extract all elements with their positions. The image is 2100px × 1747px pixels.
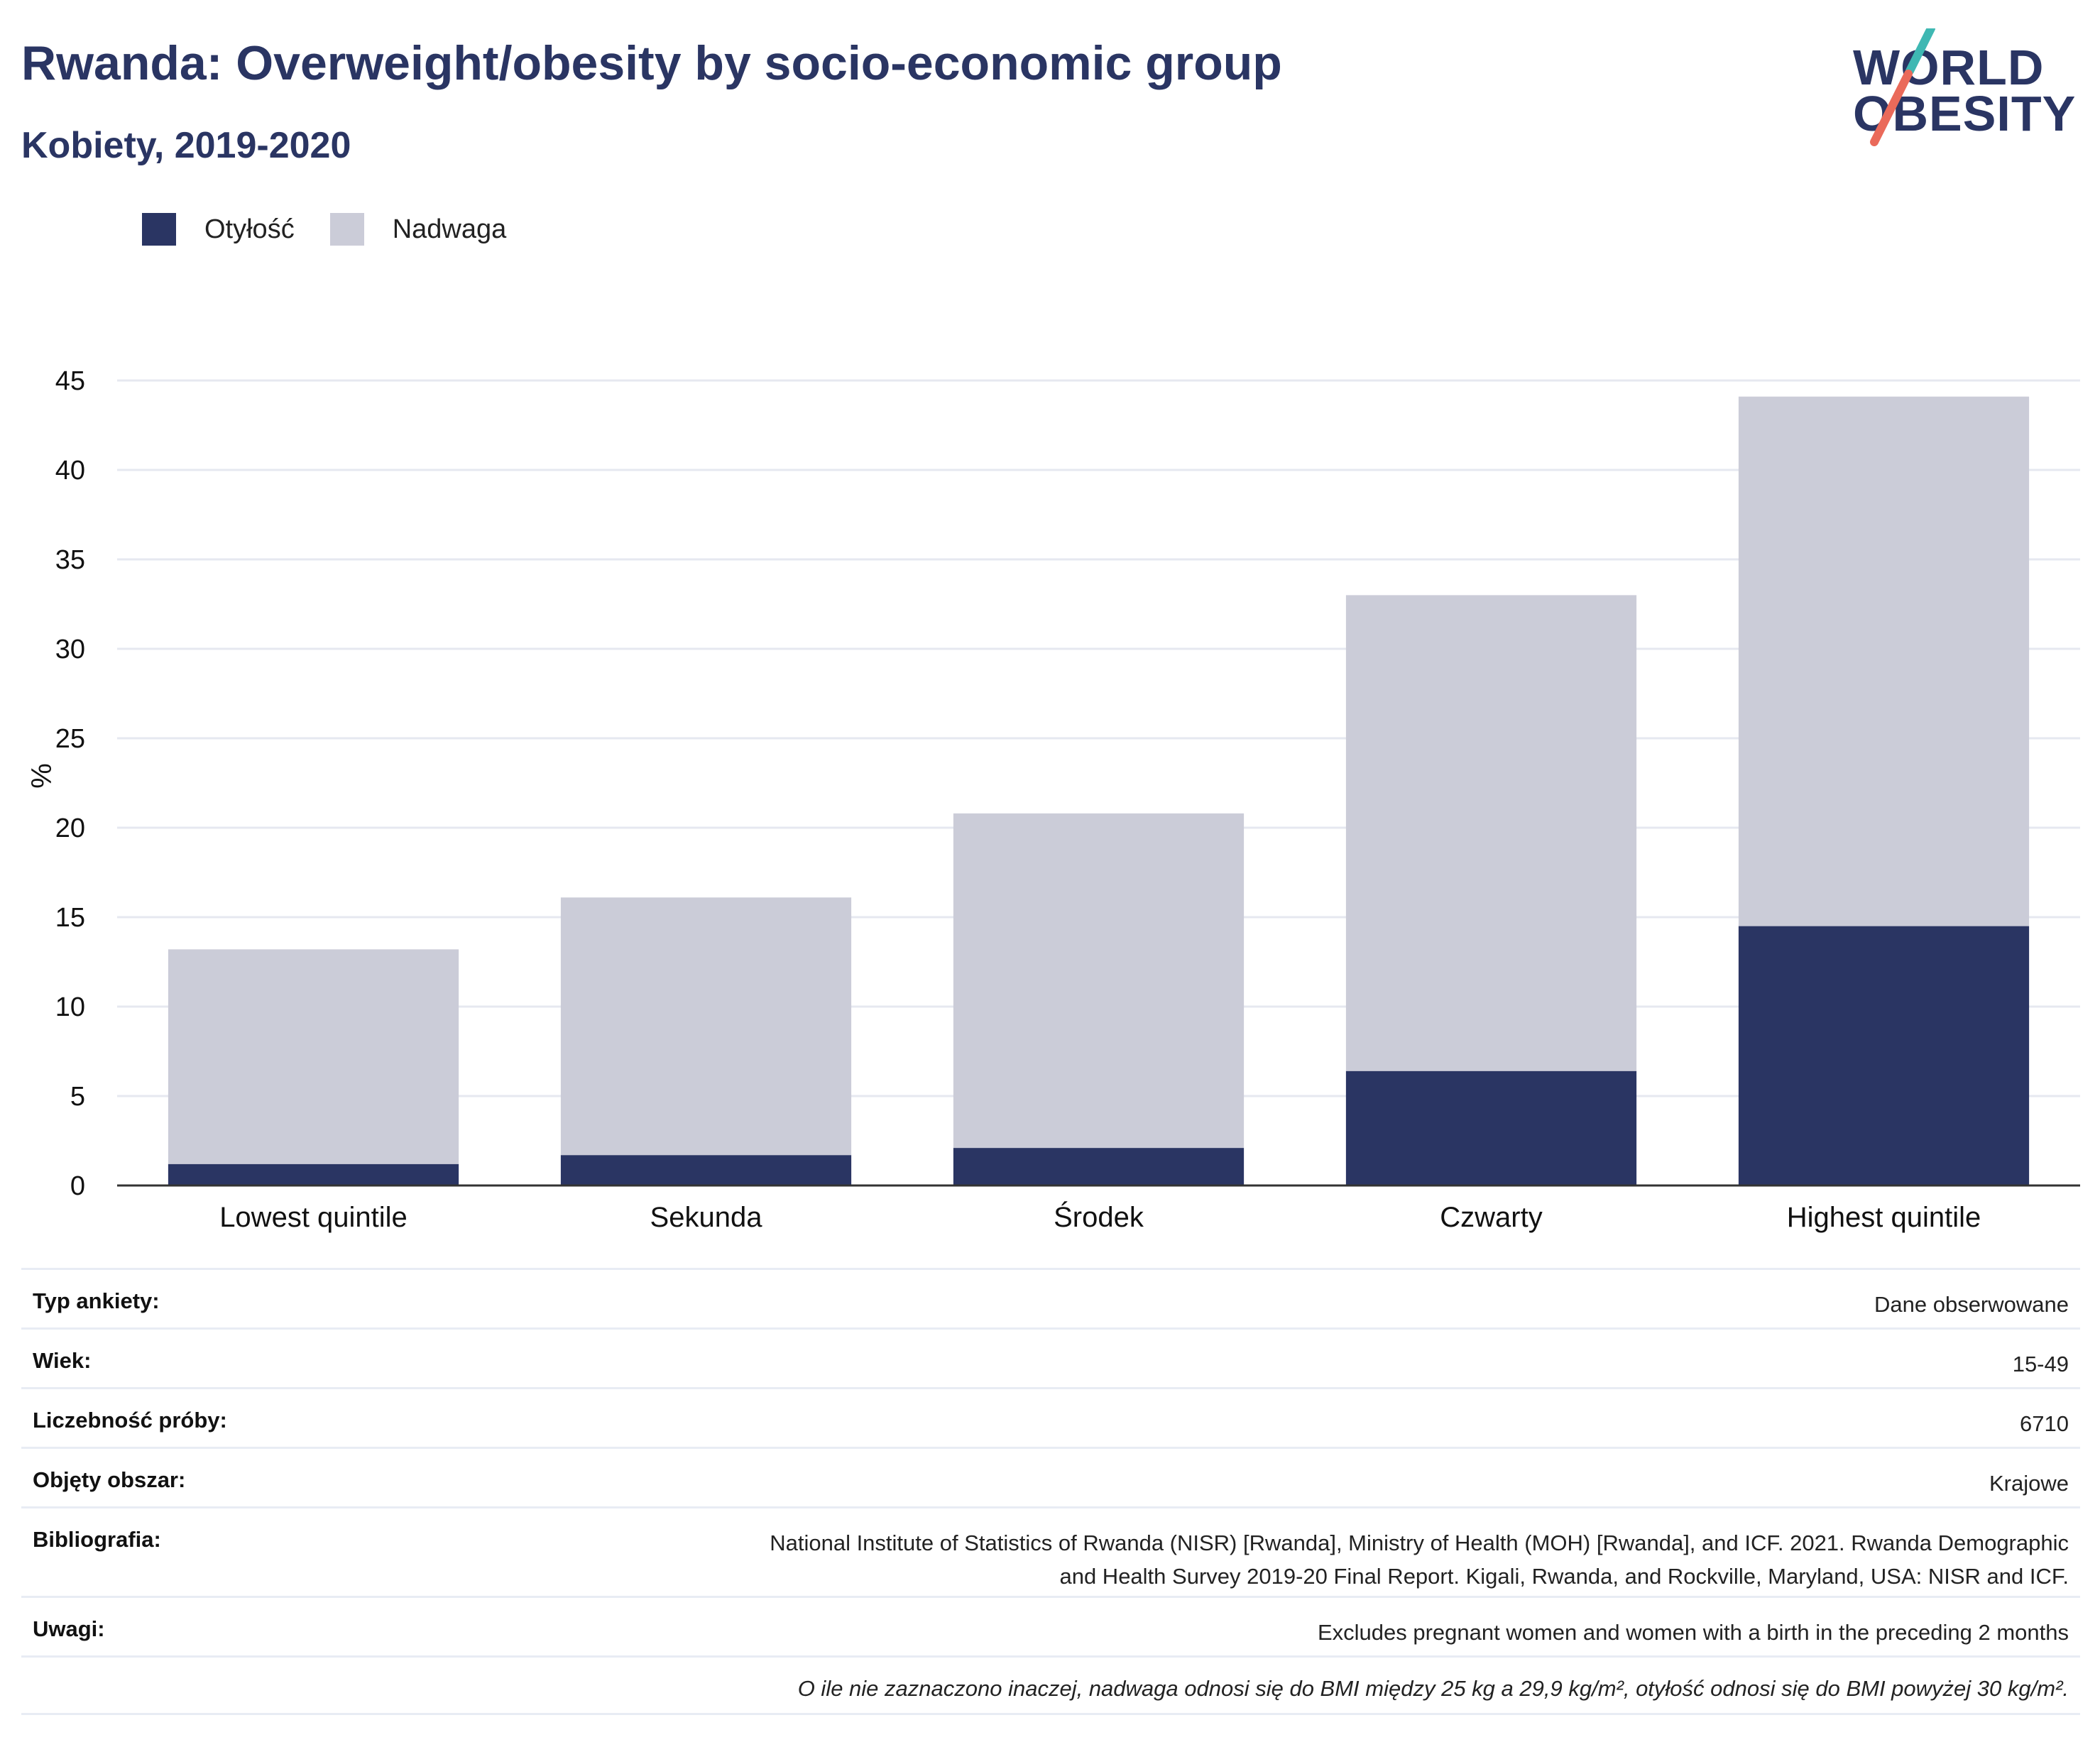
bar-obesity[interactable] [168, 1163, 459, 1185]
bar-overweight[interactable] [560, 897, 852, 1156]
legend-swatch-obesity [142, 213, 176, 246]
x-axis-ticks: Lowest quintile Sekunda Środek Czwarty Highe… [219, 1200, 1981, 1233]
meta-value-area-covered: Krajowe [1989, 1471, 2069, 1496]
chart-legend: Otyłość Nadwaga [142, 213, 542, 246]
x-tick-label: Czwarty [1440, 1202, 1542, 1233]
y-tick-label: 25 [55, 724, 85, 754]
meta-row-definition-note: O ile nie zaznaczono inaczej, nadwaga od… [21, 1655, 2080, 1715]
meta-value-sample-size: 6710 [2020, 1411, 2069, 1436]
y-tick-label: 15 [55, 903, 85, 933]
meta-value-survey-type: Dane obserwowane [1874, 1292, 2069, 1317]
chart-subtitle: Kobiety, 2019-2020 [21, 125, 351, 166]
bar-overweight[interactable] [168, 949, 459, 1164]
x-tick-label: Sekunda [650, 1202, 763, 1233]
logo-text-world: WORLD [1853, 40, 2045, 95]
meta-key-area-covered: Objęty obszar: [33, 1467, 186, 1492]
meta-value-bibliography: National Institute of Statistics of Rwan… [770, 1527, 2069, 1593]
meta-key-sample-size: Liczebność próby: [33, 1408, 227, 1433]
y-tick-label: 35 [55, 545, 85, 575]
bars [168, 396, 2030, 1185]
legend-swatch-overweight [329, 213, 364, 246]
y-tick-label: 40 [55, 456, 85, 486]
meta-value-bibliography-line2: and Health Survey 2019-20 Final Report. … [1059, 1563, 2069, 1589]
x-tick-label: Highest quintile [1787, 1202, 1981, 1233]
x-tick-label: Środek [1054, 1200, 1144, 1233]
bar-obesity[interactable] [560, 1155, 852, 1185]
bar-obesity[interactable] [953, 1148, 1245, 1185]
legend-item-obesity[interactable]: Otyłość [142, 213, 295, 246]
bar-overweight[interactable] [1345, 595, 1637, 1071]
metadata-table: Typ ankiety: Dane obserwowane Wiek: 15-4… [21, 1268, 2080, 1715]
chart-title: Rwanda: Overweight/obesity by socio-econ… [21, 36, 1282, 90]
legend-label-overweight: Nadwaga [392, 214, 507, 244]
y-axis-ticks: 0 5 10 15 20 25 30 35 40 45 [55, 366, 85, 1201]
meta-row-survey-type: Typ ankiety: Dane obserwowane [21, 1268, 2080, 1327]
x-tick-label: Lowest quintile [219, 1202, 408, 1233]
bar-overweight[interactable] [1738, 396, 2030, 926]
meta-row-sample-size: Liczebność próby: 6710 [21, 1387, 2080, 1447]
meta-value-bibliography-line1: National Institute of Statistics of Rwan… [770, 1530, 2069, 1555]
world-obesity-logo: WORLD OBESITY [1853, 28, 2087, 149]
logo-slash-icon [1870, 28, 1935, 146]
legend-item-overweight[interactable]: Nadwaga [329, 213, 507, 246]
y-tick-label: 5 [70, 1082, 85, 1112]
meta-value-age: 15-49 [2012, 1352, 2069, 1376]
meta-row-area-covered: Objęty obszar: Krajowe [21, 1447, 2080, 1506]
bar-obesity[interactable] [1345, 1070, 1637, 1185]
legend-label-obesity: Otyłość [204, 214, 295, 244]
meta-key-survey-type: Typ ankiety: [33, 1288, 160, 1313]
meta-row-notes: Uwagi: Excludes pregnant women and women… [21, 1596, 2080, 1655]
meta-key-bibliography: Bibliografia: [33, 1527, 161, 1552]
stacked-bar-chart: 0 5 10 15 20 25 30 35 40 45 Lowest quintile Sekund… [26, 366, 2080, 1233]
y-tick-label: 10 [55, 992, 85, 1022]
meta-key-notes: Uwagi: [33, 1616, 105, 1641]
bar-obesity[interactable] [1738, 926, 2030, 1185]
definition-note: O ile nie zaznaczono inaczej, nadwaga od… [797, 1676, 2069, 1701]
y-tick-label: 20 [55, 814, 85, 843]
meta-value-notes: Excludes pregnant women and women with a… [1317, 1620, 2069, 1645]
meta-row-bibliography: Bibliografia: National Institute of Stat… [21, 1506, 2080, 1596]
meta-key-age: Wiek: [33, 1348, 92, 1373]
bar-overweight[interactable] [953, 813, 1245, 1149]
meta-row-age: Wiek: 15-49 [21, 1327, 2080, 1387]
y-axis-label: % [26, 763, 58, 789]
y-tick-label: 0 [70, 1171, 85, 1201]
y-tick-label: 30 [55, 635, 85, 664]
y-tick-label: 45 [55, 366, 85, 396]
